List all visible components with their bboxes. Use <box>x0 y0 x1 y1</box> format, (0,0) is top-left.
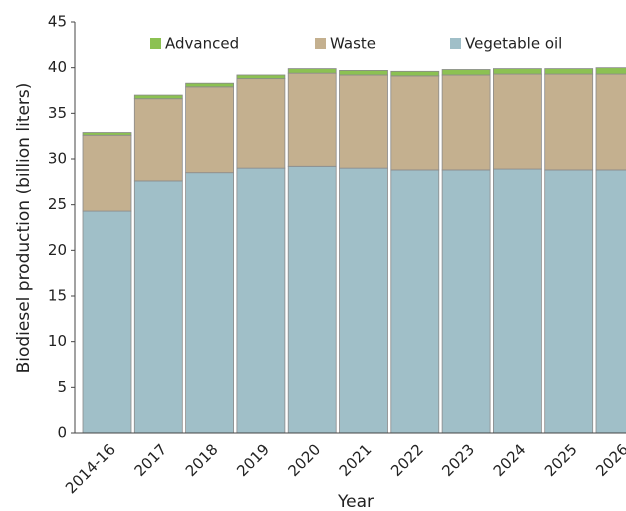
y-tick-label: 30 <box>48 150 67 168</box>
legend-swatch <box>150 38 161 49</box>
y-tick-label: 10 <box>48 332 67 350</box>
bar-segment <box>133 180 183 434</box>
bar-segment <box>82 210 132 434</box>
bar-segment <box>339 74 388 169</box>
x-tick-label: 2017 <box>131 440 171 480</box>
y-tick-label: 15 <box>48 287 67 305</box>
x-tick-label: 2014-16 <box>62 440 119 497</box>
bar-segment <box>544 68 594 75</box>
bar-segment <box>544 169 594 434</box>
bar-segment <box>185 82 235 88</box>
legend-label: Vegetable oil <box>465 35 562 53</box>
y-tick-label: 25 <box>48 195 67 213</box>
bar-segment <box>185 86 235 174</box>
x-tick-label: 2021 <box>336 440 376 480</box>
bar-segment <box>595 169 626 434</box>
y-tick-label: 40 <box>48 58 67 76</box>
bar-segment <box>441 69 491 76</box>
bar-segment <box>339 70 388 76</box>
bar-segment <box>185 172 235 434</box>
bar-segment <box>441 74 491 171</box>
bar-segment <box>595 67 626 75</box>
bar-segment <box>390 169 440 434</box>
x-tick-label: 2019 <box>233 440 273 480</box>
bar-segment <box>82 132 132 136</box>
y-tick-label: 5 <box>57 378 67 396</box>
bar-segment <box>544 73 594 171</box>
bar-segment <box>492 168 542 434</box>
x-tick-label: 2025 <box>541 440 581 480</box>
bar-segment <box>390 75 440 171</box>
plot-area <box>82 67 626 434</box>
bar-segment <box>82 134 132 212</box>
bar-segment <box>287 165 337 434</box>
x-tick-label: 2024 <box>490 440 530 480</box>
bar-segment <box>492 68 542 75</box>
bar-segment <box>236 74 286 80</box>
x-tick-label: 2022 <box>387 440 427 480</box>
legend-label: Advanced <box>165 35 239 53</box>
y-tick-label: 20 <box>48 241 67 259</box>
bar-segment <box>133 94 183 100</box>
bar-segment <box>236 78 286 169</box>
bar-segment <box>133 98 183 182</box>
y-axis-title: Biodiesel production (billion liters) <box>14 83 34 374</box>
y-tick-label: 0 <box>57 424 67 442</box>
y-tick-label: 45 <box>48 13 67 31</box>
legend-label: Waste <box>330 35 376 53</box>
x-tick-label: 2020 <box>284 440 324 480</box>
bar-segment <box>390 70 440 77</box>
bar-segment <box>492 73 542 170</box>
bar-segment <box>287 72 337 167</box>
bar-segment <box>595 73 626 171</box>
legend-swatch <box>450 38 461 49</box>
x-tick-label: 2026 <box>592 440 626 480</box>
bar-segment <box>287 68 337 74</box>
x-tick-label: 2018 <box>182 440 222 480</box>
bar-segment <box>339 167 388 434</box>
x-axis-title: Year <box>337 492 374 511</box>
y-tick-label: 35 <box>48 104 67 122</box>
x-tick-label: 2023 <box>438 440 478 480</box>
bar-segment <box>441 169 491 434</box>
legend-swatch <box>315 38 326 49</box>
bar-segment <box>236 167 286 434</box>
